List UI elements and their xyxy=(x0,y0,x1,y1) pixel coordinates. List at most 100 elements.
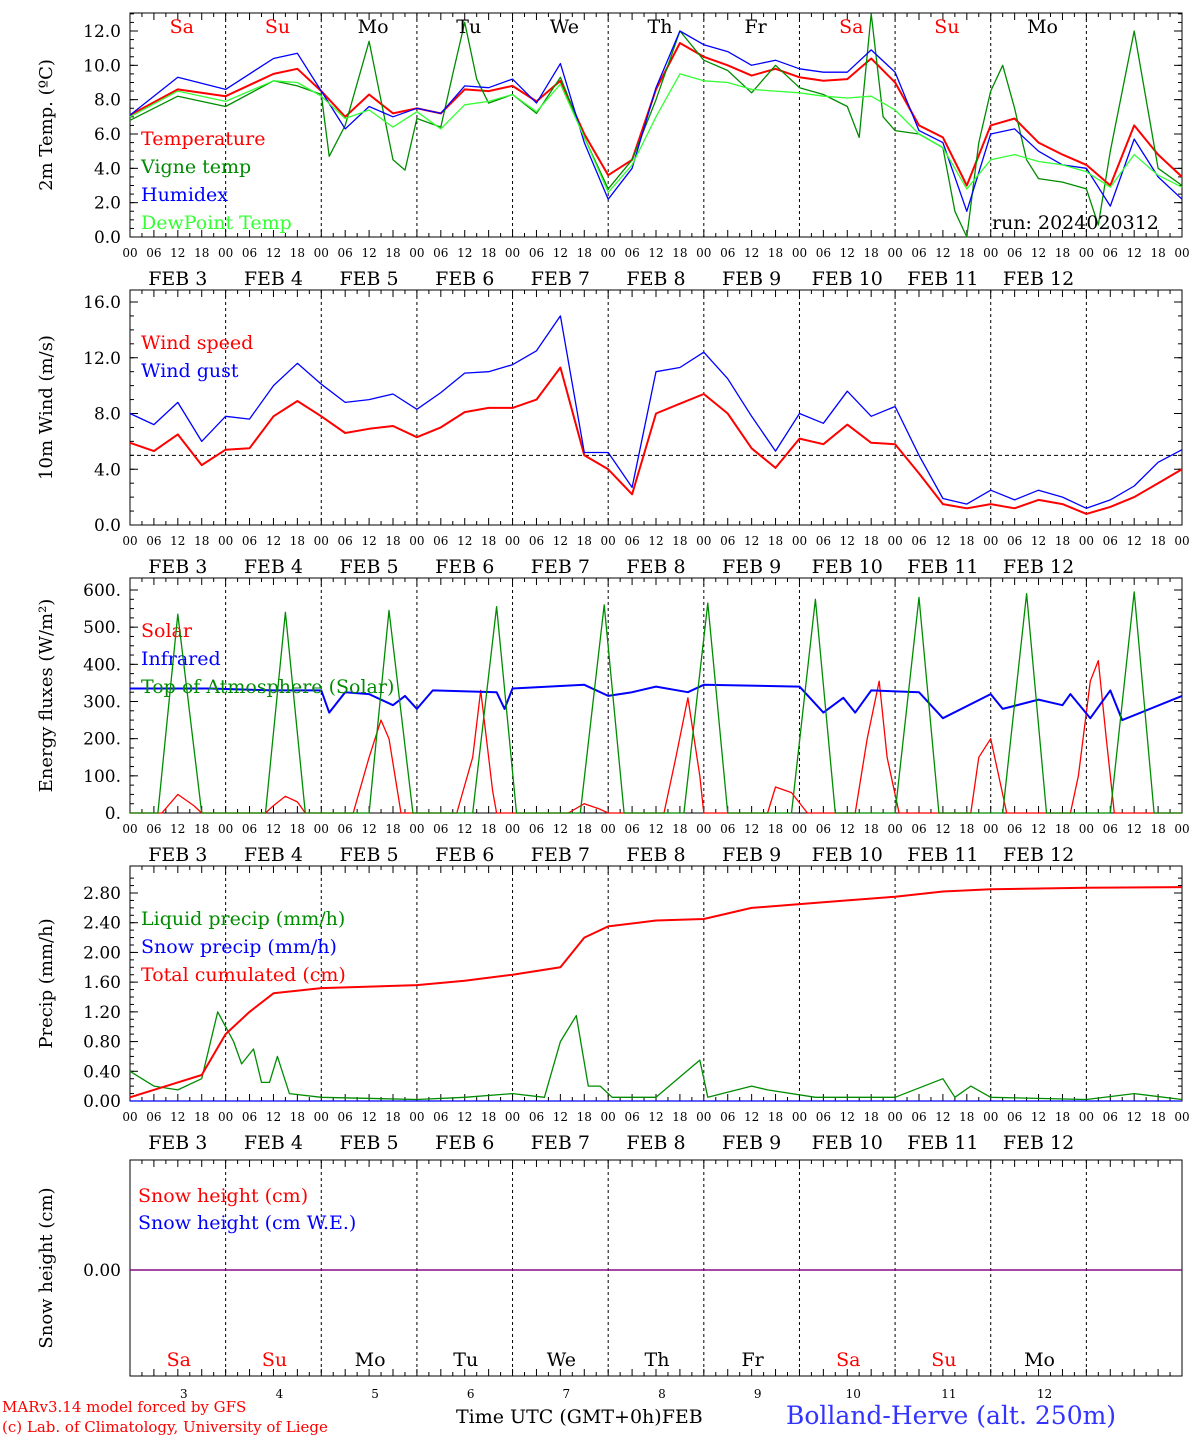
hour-tick-label: 06 xyxy=(433,534,448,548)
weekday-label-bottom: Su xyxy=(931,1349,956,1371)
hour-tick-label: 12 xyxy=(1127,1110,1142,1124)
date-label: FEB 12 xyxy=(1003,1132,1074,1154)
series-line-solar xyxy=(130,659,1182,814)
y-axis-label: 2m Temp. (ºC) xyxy=(36,59,57,191)
hour-tick-label: 18 xyxy=(290,822,305,836)
hour-tick-label: 06 xyxy=(1103,534,1118,548)
hour-tick-label: 18 xyxy=(481,534,496,548)
hour-tick-label: 12 xyxy=(1031,534,1046,548)
hour-tick-label: 18 xyxy=(577,822,592,836)
hour-tick-label: 00 xyxy=(696,246,711,260)
date-number-label: 6 xyxy=(467,1387,475,1401)
hour-tick-label: 18 xyxy=(768,534,783,548)
date-label: FEB 11 xyxy=(907,844,978,866)
hour-tick-label: 06 xyxy=(1007,534,1022,548)
weekday-label-bottom: We xyxy=(547,1349,576,1371)
weekday-label-top: Mo xyxy=(1027,16,1058,38)
hour-tick-label: 00 xyxy=(1079,534,1094,548)
y-tick-label: 6.0 xyxy=(94,125,121,145)
hour-tick-label: 00 xyxy=(983,246,998,260)
series-line-infrared xyxy=(130,683,1183,722)
date-label: FEB 4 xyxy=(244,1132,303,1154)
hour-tick-label: 12 xyxy=(1127,822,1142,836)
hour-tick-label: 12 xyxy=(648,1110,663,1124)
legend-entry: Vigne temp xyxy=(140,156,251,178)
weekday-label-bottom: Tu xyxy=(453,1349,478,1371)
hour-tick-label: 06 xyxy=(529,534,544,548)
hour-tick-label: 06 xyxy=(529,1110,544,1124)
hour-tick-label: 12 xyxy=(457,246,472,260)
hour-tick-label: 06 xyxy=(433,1110,448,1124)
hour-tick-label: 00 xyxy=(887,1110,902,1124)
hour-tick-label: 12 xyxy=(840,246,855,260)
y-tick-label: 12.0 xyxy=(83,22,121,42)
hour-tick-label: 00 xyxy=(1174,822,1189,836)
y-tick-label: 0.00 xyxy=(83,1261,121,1281)
hour-tick-label: 06 xyxy=(1103,246,1118,260)
date-label: FEB 12 xyxy=(1003,844,1074,866)
date-number-label: 5 xyxy=(371,1387,379,1401)
hour-tick-label: 18 xyxy=(194,822,209,836)
y-tick-label: 0.0 xyxy=(94,516,121,536)
date-label: FEB 5 xyxy=(340,556,399,578)
y-tick-label: 0.00 xyxy=(83,1092,121,1112)
y-tick-label: 400. xyxy=(83,655,121,675)
hour-tick-label: 00 xyxy=(887,246,902,260)
hour-tick-label: 18 xyxy=(290,534,305,548)
hour-tick-label: 00 xyxy=(505,534,520,548)
hour-tick-label: 06 xyxy=(911,1110,926,1124)
hour-tick-label: 00 xyxy=(314,822,329,836)
hour-tick-label: 00 xyxy=(792,246,807,260)
hour-tick-label: 06 xyxy=(1103,822,1118,836)
hour-tick-label: 00 xyxy=(314,1110,329,1124)
y-axis-label: 10m Wind (m/s) xyxy=(36,335,57,480)
y-tick-label: 0.0 xyxy=(94,228,121,248)
date-label: FEB 8 xyxy=(626,1132,685,1154)
y-tick-label: 0. xyxy=(105,804,121,824)
hour-tick-label: 18 xyxy=(385,246,400,260)
hour-tick-label: 00 xyxy=(887,822,902,836)
hour-tick-label: 12 xyxy=(361,534,376,548)
hour-tick-label: 06 xyxy=(720,534,735,548)
weekday-label-bottom: Sa xyxy=(836,1349,860,1371)
hour-tick-label: 06 xyxy=(624,534,639,548)
date-label: FEB 9 xyxy=(722,556,781,578)
hour-tick-label: 00 xyxy=(218,246,233,260)
date-label: FEB 5 xyxy=(340,268,399,290)
series-line-temperature xyxy=(129,42,1183,187)
hour-tick-label: 12 xyxy=(553,1110,568,1124)
y-tick-label: 12.0 xyxy=(83,349,121,369)
hour-tick-label: 12 xyxy=(553,534,568,548)
hour-tick-label: 12 xyxy=(840,822,855,836)
hour-tick-label: 12 xyxy=(361,1110,376,1124)
hour-tick-label: 06 xyxy=(242,246,257,260)
x-axis-title-text: Time UTC (GMT+0h) xyxy=(456,1406,662,1428)
hour-tick-label: 12 xyxy=(1127,246,1142,260)
hour-tick-label: 18 xyxy=(1150,1110,1165,1124)
hour-tick-label: 00 xyxy=(1174,246,1189,260)
date-number-label: 12 xyxy=(1037,1387,1052,1401)
weekday-label-bottom: Mo xyxy=(355,1349,386,1371)
date-label: FEB 10 xyxy=(812,1132,883,1154)
y-tick-label: 200. xyxy=(83,730,121,750)
weekday-label-top: Su xyxy=(265,16,290,38)
hour-tick-label: 18 xyxy=(959,1110,974,1124)
hour-tick-label: 06 xyxy=(816,534,831,548)
weekday-label-bottom: Fr xyxy=(742,1349,765,1371)
date-label: FEB 12 xyxy=(1003,556,1074,578)
date-label: FEB 12 xyxy=(1003,268,1074,290)
hour-tick-label: 12 xyxy=(457,822,472,836)
hour-tick-label: 00 xyxy=(122,1110,137,1124)
hour-tick-label: 12 xyxy=(361,822,376,836)
y-tick-label: 8.0 xyxy=(94,91,121,111)
legend-entry: Solar xyxy=(141,620,193,642)
hour-tick-label: 12 xyxy=(840,534,855,548)
hour-tick-label: 00 xyxy=(601,534,616,548)
hour-tick-label: 00 xyxy=(1079,822,1094,836)
run-annotation: run: 2024020312 xyxy=(992,212,1159,234)
hour-tick-label: 00 xyxy=(696,822,711,836)
date-number-label: 3 xyxy=(180,1387,188,1401)
hour-tick-label: 18 xyxy=(1055,1110,1070,1124)
date-label: FEB 10 xyxy=(812,268,883,290)
legend-entry: Snow height (cm) xyxy=(138,1185,308,1207)
